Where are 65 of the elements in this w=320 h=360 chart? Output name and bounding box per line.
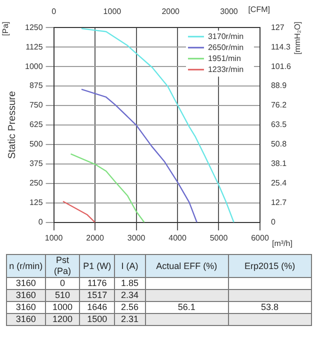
text: 0 <box>60 278 66 288</box>
text: 3160 <box>16 278 36 288</box>
y2-tick-label: 127 <box>270 22 285 32</box>
y-tick-label: 125 <box>29 198 44 208</box>
text: 510 <box>55 290 70 300</box>
category-label: Actual EFF (%) <box>145 254 228 278</box>
y2-tick-label: 63.5 <box>270 120 288 130</box>
y-tick-label: 1250 <box>25 22 44 32</box>
category-label: Erp2015 (%) <box>228 254 312 278</box>
text: 1646 <box>87 302 108 312</box>
legend-label: 2650r/min <box>208 42 244 52</box>
text: 2.56 <box>121 302 139 312</box>
category-label: Pst (Pa) <box>45 254 80 278</box>
x2-tick-label: 2000 <box>162 7 180 16</box>
text: 3160 <box>16 290 36 300</box>
x-tick-label: 5000 <box>210 233 228 242</box>
category-label: n (r/min) <box>6 254 46 278</box>
legend-label: 3170r/min <box>208 32 244 41</box>
text: 2.34 <box>121 290 139 300</box>
text: 1517 <box>87 290 108 300</box>
text: 3160 <box>16 302 36 312</box>
y-tick-label: 750 <box>29 100 44 110</box>
x2-axis-title: [CFM] <box>248 5 270 14</box>
x2-tick-label: 0 <box>52 7 57 16</box>
text: 3160 <box>16 314 36 324</box>
x2-tick-label: 1000 <box>103 7 122 16</box>
text: 53.8 <box>261 302 279 312</box>
y-tick-label: 0 <box>38 218 44 227</box>
y-tick-label: 1000 <box>25 62 44 71</box>
text: 1.85 <box>121 278 139 288</box>
x-tick-label: 4000 <box>168 233 187 242</box>
y-axis-title: Static Pressure <box>6 90 18 159</box>
y2-axis-title: [mmH₂O] <box>293 22 302 54</box>
y-tick-label: 1125 <box>26 42 44 52</box>
y-tick-label: 250 <box>29 178 44 188</box>
y2-tick-label: 38.1 <box>270 159 288 168</box>
y2-tick-label: 50.8 <box>270 140 288 149</box>
x-tick-label: 6000 <box>251 233 270 242</box>
y2-tick-label: 88.9 <box>270 81 288 90</box>
y2-tick-label: 114.3 <box>270 42 291 52</box>
text: 1200 <box>52 314 73 324</box>
x-tick-label: 1000 <box>44 233 64 242</box>
text: 1176 <box>87 278 107 288</box>
text: 56.1 <box>178 302 196 312</box>
category-label: P1 (W) <box>80 254 114 278</box>
x-tick-label: 2000 <box>86 233 104 242</box>
text: [Pa] <box>1 22 10 36</box>
y-tick-label: 375 <box>29 159 44 168</box>
legend-label: 1233r/min <box>208 64 244 74</box>
y-tick-label: 875 <box>29 81 44 90</box>
y-tick-label: 500 <box>29 140 44 149</box>
text: 2.31 <box>121 314 139 324</box>
y2-tick-label: 101.6 <box>270 62 292 71</box>
y-tick-label: 625 <box>29 120 44 130</box>
y2-tick-label: 0 <box>270 218 276 227</box>
y2-tick-label: 12.7 <box>270 198 288 208</box>
y2-tick-label: 76.2 <box>270 100 288 110</box>
text: 1500 <box>87 314 108 324</box>
text: 1000 <box>52 302 73 312</box>
x-tick-label: 3000 <box>127 233 146 242</box>
x-axis-title: [m³/h] <box>272 239 292 248</box>
category-label: I (A) <box>114 254 146 278</box>
y2-tick-label: 25.4 <box>270 178 288 188</box>
legend-label: 1951/min <box>208 54 241 63</box>
x2-tick-label: 3000 <box>220 7 238 16</box>
